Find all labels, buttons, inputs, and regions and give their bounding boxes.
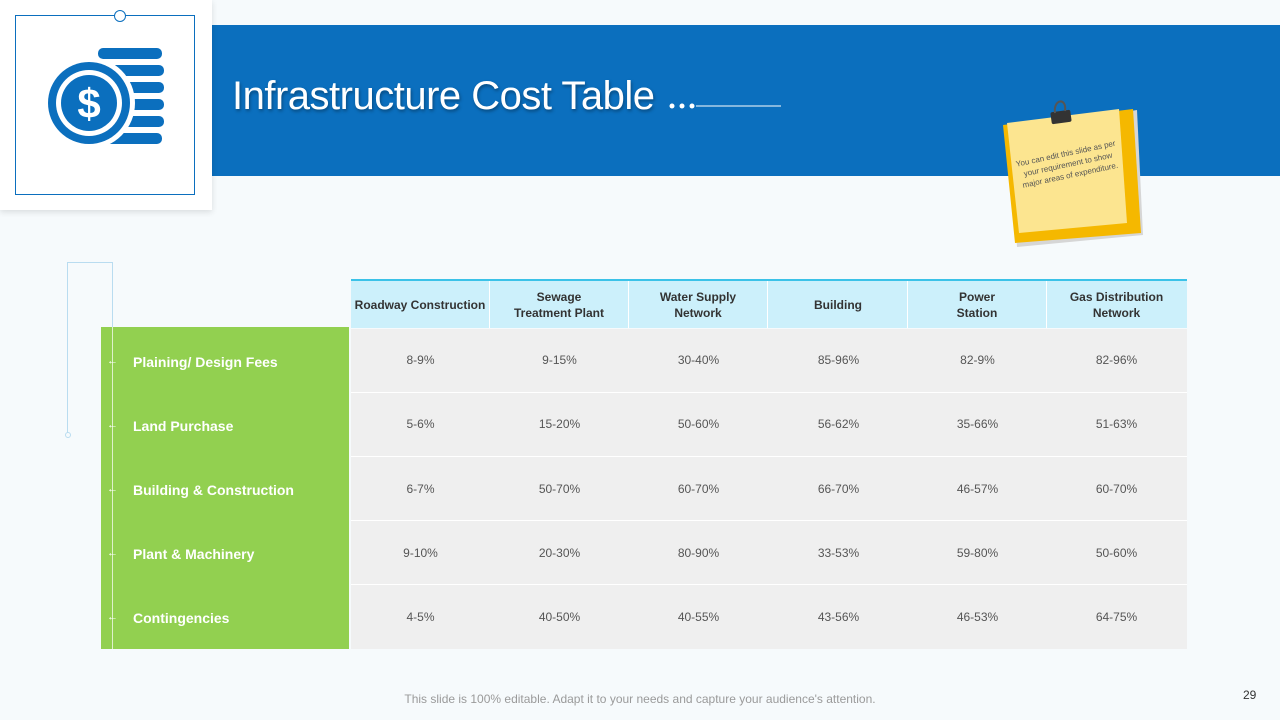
dollar-coins-icon: $: [44, 48, 164, 149]
table-cell: 20-30%: [538, 546, 581, 560]
table-body: [351, 329, 1187, 649]
row-label: Plant & Machinery: [133, 546, 255, 562]
table-cell: 82-9%: [960, 353, 995, 367]
table-cell: 66-70%: [817, 482, 860, 496]
row-label: Plaining/ Design Fees: [133, 354, 278, 370]
table-cell: 46-57%: [956, 482, 999, 496]
table-cell: 8-9%: [406, 353, 435, 367]
row-label: Land Purchase: [133, 418, 234, 434]
table-cell: 43-56%: [817, 610, 860, 624]
table-cell: 80-90%: [677, 546, 720, 560]
row-labels-panel: [101, 327, 349, 649]
row-divider: [351, 520, 1187, 521]
column-header: Building: [769, 281, 908, 328]
arrow-left-icon: ←: [107, 419, 118, 431]
table-cell: 56-62%: [817, 417, 860, 431]
table-cell: 9-15%: [542, 353, 577, 367]
row-divider: [351, 456, 1187, 457]
row-label: Building & Construction: [133, 482, 294, 498]
table-cell: 60-70%: [677, 482, 720, 496]
icon-card: $: [0, 0, 212, 210]
pin-circle: [114, 10, 126, 22]
table-cell: 9-10%: [403, 546, 438, 560]
table-cell: 85-96%: [817, 353, 860, 367]
row-vline: [112, 327, 113, 649]
table-cell: 50-60%: [1095, 546, 1138, 560]
title-decoration: [669, 103, 781, 109]
arrow-left-icon: ←: [107, 611, 118, 623]
row-divider: [351, 584, 1187, 585]
row-label: Contingencies: [133, 610, 230, 626]
table-header: [351, 279, 1187, 328]
slide-title: Infrastructure Cost Table: [232, 74, 655, 118]
bracket-dot: [65, 432, 71, 438]
arrow-left-icon: ←: [107, 355, 118, 367]
table-cell: 6-7%: [406, 482, 435, 496]
table-cell: 60-70%: [1095, 482, 1138, 496]
arrow-left-icon: ←: [107, 483, 118, 495]
table-cell: 64-75%: [1095, 610, 1138, 624]
column-header: Gas Distribution Network: [1069, 289, 1164, 320]
footer-note: This slide is 100% editable. Adapt it to…: [404, 692, 876, 706]
table-cell: 40-55%: [677, 610, 720, 624]
table-cell: 4-5%: [406, 610, 435, 624]
table-cell: 33-53%: [817, 546, 860, 560]
table-cell: 50-60%: [677, 417, 720, 431]
table-cell: 59-80%: [956, 546, 999, 560]
table-cell: 50-70%: [538, 482, 581, 496]
icon-frame: [15, 15, 195, 195]
column-header: Power Station: [908, 281, 1047, 328]
column-header: Sewage Treatment Plant: [490, 281, 629, 328]
row-divider: [351, 392, 1187, 393]
svg-text:$: $: [77, 80, 100, 127]
column-header: Roadway Construction: [351, 281, 490, 328]
table-cell: 82-96%: [1095, 353, 1138, 367]
column-header: Water Supply Network: [629, 281, 768, 328]
sticky-note: [1003, 100, 1143, 247]
table-cell: 15-20%: [538, 417, 581, 431]
table-cell: 51-63%: [1095, 417, 1138, 431]
table-cell: 40-50%: [538, 610, 581, 624]
table-cell: 5-6%: [406, 417, 435, 431]
table-cell: 30-40%: [677, 353, 720, 367]
arrow-left-icon: ←: [107, 547, 118, 559]
table-cell: 35-66%: [956, 417, 999, 431]
table-cell: 46-53%: [956, 610, 999, 624]
page-number: 29: [1243, 688, 1257, 702]
